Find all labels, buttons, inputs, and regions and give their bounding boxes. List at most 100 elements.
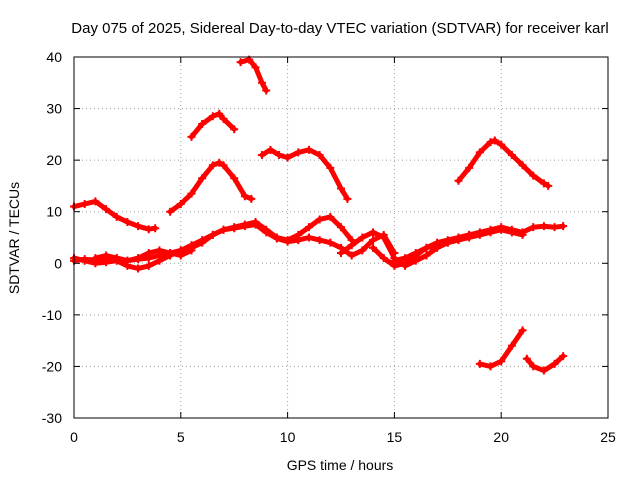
data-point [304, 145, 313, 154]
data-point [486, 228, 495, 237]
y-tick-label: -10 [42, 307, 62, 323]
data-point [230, 224, 239, 233]
data-point [144, 225, 153, 234]
data-point [315, 150, 324, 159]
chart-title: Day 075 of 2025, Sidereal Day-to-day VTE… [71, 20, 608, 37]
data-point [283, 153, 292, 162]
data-point [347, 241, 356, 250]
data-point [358, 233, 367, 242]
data-point [465, 233, 474, 242]
data-point [539, 222, 548, 231]
data-point [102, 251, 111, 260]
data-point [176, 199, 185, 208]
data-point [80, 256, 89, 265]
series-arc-06 [187, 109, 239, 141]
data-point [304, 223, 313, 232]
series-arc-12 [390, 225, 527, 265]
data-point [422, 251, 431, 260]
data-point [379, 254, 388, 263]
y-tick-label: 20 [46, 152, 62, 168]
data-point [539, 179, 548, 188]
data-point [411, 248, 420, 257]
data-point [230, 174, 239, 183]
y-tick-label: 30 [46, 101, 62, 117]
data-point [343, 194, 352, 203]
data-point [433, 241, 442, 250]
x-tick-label: 15 [387, 429, 403, 445]
data-point [559, 222, 568, 231]
data-point [401, 254, 410, 263]
data-point [176, 251, 185, 260]
data-point [236, 58, 245, 67]
data-point [529, 171, 538, 180]
data-point [166, 248, 175, 257]
data-point [390, 256, 399, 265]
y-tick-label: 0 [54, 255, 62, 271]
data-point [369, 243, 378, 252]
data-point [198, 236, 207, 245]
data-point [326, 238, 335, 247]
series-line [92, 247, 194, 264]
data-point [518, 326, 527, 335]
data-point [475, 230, 484, 239]
data-point [358, 246, 367, 255]
data-point [91, 254, 100, 263]
series-arc-05 [166, 158, 256, 216]
data-point [507, 150, 516, 159]
data-point [187, 189, 196, 198]
data-point [262, 86, 271, 95]
data-point [230, 125, 239, 134]
data-point [522, 354, 531, 363]
series-arc-13 [454, 136, 553, 190]
data-point [529, 362, 538, 371]
series-arc-07 [236, 55, 271, 95]
plot-frame [73, 56, 609, 419]
series-arc-08 [257, 145, 352, 203]
x-tick-label: 5 [177, 429, 185, 445]
data-point [379, 233, 388, 242]
data-point [369, 236, 378, 245]
data-point [151, 224, 160, 233]
data-point [208, 112, 217, 121]
data-point [187, 246, 196, 255]
axes: 0 5 10 15 20 25 -30 -20 -10 0 10 20 30 40 [42, 49, 616, 445]
data-point [497, 357, 506, 366]
data-point [112, 212, 121, 221]
data-point [490, 136, 499, 145]
x-tick-label: 20 [493, 429, 509, 445]
data-point [544, 181, 553, 190]
data-point [240, 222, 249, 231]
data-point [123, 256, 132, 265]
data-point [134, 254, 143, 263]
data-point [134, 222, 143, 231]
data-point [262, 228, 271, 237]
x-tick-label: 0 [70, 429, 78, 445]
y-tick-label: -30 [42, 410, 62, 426]
data-point [422, 243, 431, 252]
data-point [497, 225, 506, 234]
data-point [539, 366, 548, 375]
data-point [198, 120, 207, 129]
data-point [283, 237, 292, 246]
data-point [208, 161, 217, 170]
series-line [259, 147, 350, 202]
y-axis-label: SDTVAR / TECUs [6, 182, 22, 294]
data-point [454, 176, 463, 185]
data-point [529, 223, 538, 232]
data-point [486, 138, 495, 147]
data-point [144, 261, 153, 270]
data-point [475, 359, 484, 368]
series-arc-15 [522, 352, 568, 375]
data-point [304, 233, 313, 242]
data-point [550, 359, 559, 368]
data-point [112, 254, 121, 263]
data-point [219, 225, 228, 234]
x-tick-label: 25 [600, 429, 616, 445]
data-point [507, 228, 516, 237]
data-point [240, 192, 249, 201]
data-point [315, 236, 324, 245]
data-point [187, 132, 196, 141]
data-point [294, 236, 303, 245]
data-point [219, 161, 228, 170]
series-line [189, 111, 237, 140]
